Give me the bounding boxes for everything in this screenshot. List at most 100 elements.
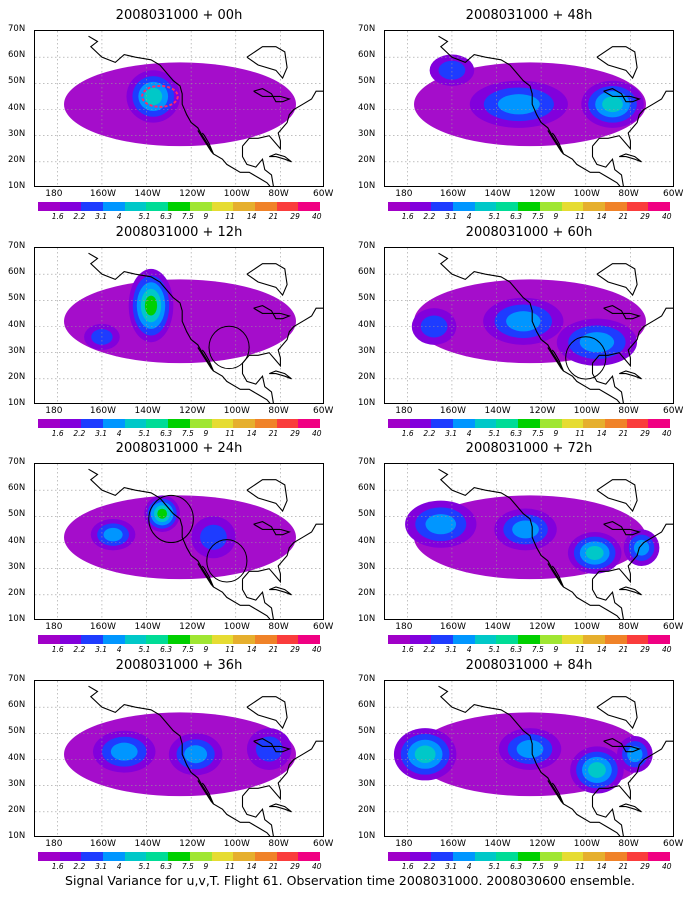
lat-tick-label: 50N bbox=[8, 726, 26, 737]
lon-tick-label: 100W bbox=[223, 189, 250, 199]
colorbar-label: 11 bbox=[575, 429, 585, 438]
map-svg bbox=[385, 248, 673, 403]
colorbar-swatch bbox=[124, 852, 147, 861]
lon-tick-label: 60W bbox=[313, 189, 334, 199]
lon-tick-label: 60W bbox=[663, 406, 684, 416]
colorbar-label: 2.2 bbox=[423, 429, 436, 438]
colorbar-swatch bbox=[388, 419, 410, 428]
coastline bbox=[197, 563, 215, 588]
variance-contour bbox=[627, 746, 643, 763]
figure-caption: Signal Variance for u,v,T. Flight 61. Ob… bbox=[65, 873, 635, 888]
colorbar-label: 21 bbox=[618, 212, 629, 221]
map-svg bbox=[35, 31, 323, 186]
colorbar-swatch bbox=[626, 202, 649, 211]
colorbar-label: 11 bbox=[575, 862, 585, 871]
lat-tick-label: 50N bbox=[358, 726, 376, 737]
colorbar-swatch bbox=[146, 852, 169, 861]
lat-tick-label: 10N bbox=[358, 181, 376, 191]
colorbar-swatch bbox=[474, 852, 497, 861]
colorbar-label: 3.1 bbox=[95, 862, 107, 871]
variance-contour bbox=[144, 87, 163, 106]
variance-contour bbox=[588, 762, 606, 778]
map-panel bbox=[384, 680, 674, 837]
colorbar-swatch bbox=[233, 852, 255, 861]
colorbar-label: 29 bbox=[640, 645, 650, 654]
lon-tick-label: 60W bbox=[663, 189, 684, 199]
coastline bbox=[246, 479, 288, 513]
colorbar-label: 7.5 bbox=[181, 429, 194, 438]
lat-tick-label: 40N bbox=[8, 102, 26, 113]
colorbar-swatch bbox=[168, 202, 190, 211]
variance-contour bbox=[200, 524, 227, 550]
colorbar-swatch bbox=[561, 419, 584, 428]
lon-tick-label: 180 bbox=[395, 406, 413, 416]
colorbar-swatch bbox=[648, 202, 670, 211]
colorbar-label: 7.5 bbox=[181, 212, 194, 221]
colorbar-label: 4 bbox=[116, 212, 122, 221]
lon-tick-label: 160W bbox=[439, 622, 466, 632]
panel-title: 2008031000 + 84h bbox=[465, 658, 593, 673]
colorbar-swatch bbox=[59, 635, 82, 644]
colorbar-label: 21 bbox=[268, 862, 279, 871]
colorbar-swatch bbox=[276, 202, 299, 211]
colorbar-swatch bbox=[211, 852, 234, 861]
colorbar-label: 3.1 bbox=[445, 645, 457, 654]
colorbar-label: 2.2 bbox=[423, 212, 436, 221]
colorbar-label: 3.1 bbox=[95, 212, 107, 221]
colorbar-swatch bbox=[124, 202, 147, 211]
coastline bbox=[253, 88, 291, 103]
colorbar-label: 1.6 bbox=[51, 212, 64, 221]
colorbar-label: 2.2 bbox=[423, 862, 436, 871]
lon-tick-label: 140W bbox=[134, 622, 161, 632]
lat-tick-label: 30N bbox=[8, 778, 26, 789]
lon-tick-label: 160W bbox=[89, 622, 116, 632]
colorbar-swatch bbox=[146, 202, 169, 211]
colorbar-label: 4 bbox=[466, 645, 472, 654]
lat-tick-label: 60N bbox=[358, 700, 376, 711]
map-panel bbox=[34, 247, 324, 404]
colorbar-label: 11 bbox=[225, 212, 235, 221]
colorbar-label: 7.5 bbox=[181, 862, 194, 871]
lon-tick-label: 100W bbox=[573, 839, 600, 849]
colorbar-label: 2.2 bbox=[73, 645, 86, 654]
coastline bbox=[438, 35, 621, 186]
lat-tick-label: 20N bbox=[8, 371, 26, 382]
colorbar-label: 5.1 bbox=[488, 212, 501, 221]
lat-tick-label: 50N bbox=[8, 293, 26, 304]
lon-tick-label: 60W bbox=[313, 406, 334, 416]
colorbar-label: 6.3 bbox=[160, 429, 173, 438]
panel-title: 2008031000 + 00h bbox=[115, 8, 243, 23]
colorbar-swatch bbox=[496, 202, 519, 211]
colorbar-label: 5.1 bbox=[138, 862, 151, 871]
lon-tick-label: 80W bbox=[268, 839, 289, 849]
map-svg bbox=[35, 248, 323, 403]
colorbar-swatch bbox=[583, 635, 605, 644]
colorbar-label: 5.1 bbox=[488, 429, 501, 438]
lat-tick-label: 40N bbox=[358, 535, 376, 546]
colorbar-swatch bbox=[103, 202, 125, 211]
colorbar-swatch bbox=[496, 635, 519, 644]
lat-tick-label: 10N bbox=[358, 398, 376, 408]
colorbar-swatch bbox=[539, 202, 562, 211]
colorbar-label: 7.5 bbox=[531, 212, 544, 221]
lon-tick-label: 180 bbox=[45, 839, 63, 849]
lon-tick-label: 80W bbox=[618, 406, 639, 416]
colorbar-label: 11 bbox=[575, 212, 585, 221]
colorbar-swatch bbox=[233, 635, 255, 644]
colorbar-swatch bbox=[211, 635, 234, 644]
target-circle bbox=[565, 336, 607, 380]
colorbar-swatch bbox=[648, 419, 670, 428]
coastline bbox=[547, 780, 565, 805]
colorbar-swatch bbox=[298, 202, 320, 211]
lon-tick-label: 160W bbox=[89, 189, 116, 199]
lon-tick-label: 120W bbox=[529, 622, 556, 632]
colorbar-swatch bbox=[388, 635, 410, 644]
colorbar-swatch bbox=[583, 852, 605, 861]
colorbar-swatch bbox=[453, 852, 475, 861]
colorbar-swatch bbox=[453, 202, 475, 211]
lat-tick-label: 30N bbox=[358, 778, 376, 789]
lon-tick-label: 140W bbox=[484, 189, 511, 199]
lon-tick-label: 180 bbox=[395, 189, 413, 199]
coastline bbox=[592, 90, 673, 151]
colorbar-label: 6.3 bbox=[160, 862, 173, 871]
